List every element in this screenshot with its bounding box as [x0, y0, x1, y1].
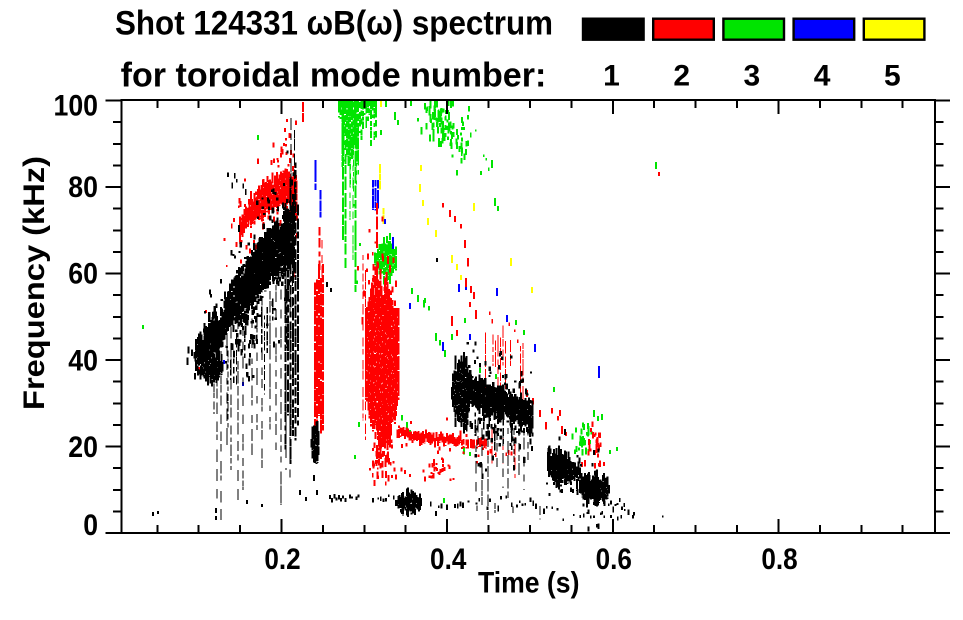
svg-text:80: 80	[68, 171, 98, 204]
svg-text:60: 60	[68, 258, 98, 291]
svg-text:0: 0	[83, 509, 98, 542]
svg-text:0.8: 0.8	[761, 543, 797, 576]
svg-text:4: 4	[814, 60, 831, 93]
svg-text:Frequency (kHz): Frequency (kHz)	[18, 156, 51, 410]
svg-text:40: 40	[68, 344, 98, 377]
svg-text:3: 3	[744, 60, 761, 93]
svg-text:0.6: 0.6	[596, 543, 632, 576]
svg-text:Time (s): Time (s)	[478, 567, 580, 600]
svg-text:Shot 124331 ωB(ω) spectrum: Shot 124331 ωB(ω) spectrum	[115, 5, 553, 43]
svg-text:5: 5	[884, 60, 901, 93]
svg-text:100: 100	[54, 90, 99, 123]
svg-text:2: 2	[673, 60, 690, 93]
svg-text:0.4: 0.4	[430, 543, 467, 576]
svg-text:1: 1	[603, 60, 620, 93]
svg-text:0.2: 0.2	[264, 543, 300, 576]
svg-text:for toroidal mode number:: for toroidal mode number:	[121, 57, 547, 95]
svg-text:20: 20	[68, 431, 98, 464]
